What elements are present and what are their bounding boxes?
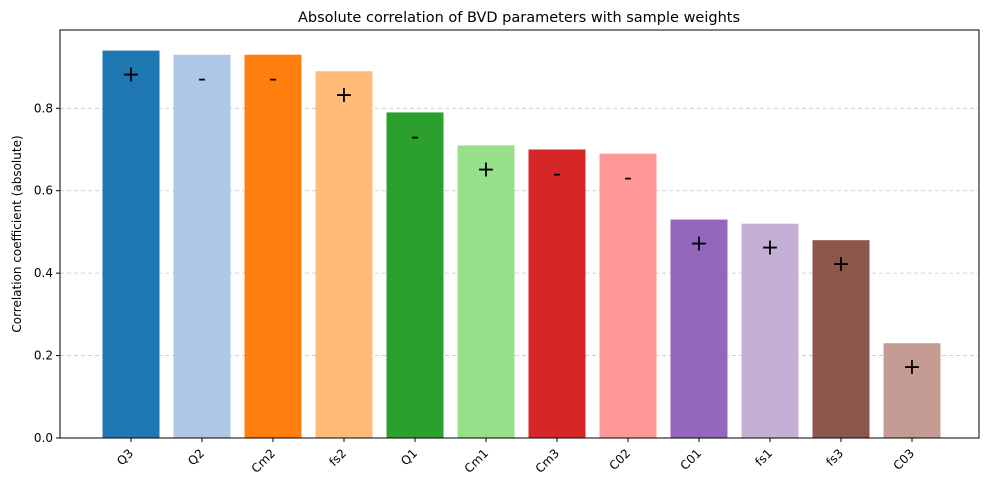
bar-c02 xyxy=(599,153,657,439)
y-tick-label: 0.6 xyxy=(34,184,53,198)
sign-label: - xyxy=(411,124,419,149)
sign-label: + xyxy=(690,232,708,257)
bar-c03 xyxy=(883,343,941,438)
x-tick-label: Cm3 xyxy=(533,446,562,475)
x-tick-label: C01 xyxy=(677,446,704,473)
bar-c01 xyxy=(670,219,728,438)
bar-q1 xyxy=(386,112,444,438)
chart-title: Absolute correlation of BVD parameters w… xyxy=(298,10,740,26)
sign-label: + xyxy=(122,63,140,88)
sign-label: - xyxy=(624,166,632,191)
y-tick-label: 0.8 xyxy=(34,101,53,115)
x-tick-label: Q3 xyxy=(114,446,136,468)
x-tick-label: fs2 xyxy=(326,446,349,469)
x-tick-label: fs3 xyxy=(823,446,846,469)
bar-q3 xyxy=(102,50,160,439)
sign-label: - xyxy=(269,67,277,92)
bar-cm2 xyxy=(244,54,302,439)
y-tick-label: 0.0 xyxy=(34,431,53,445)
x-tick-label: C03 xyxy=(890,446,917,473)
sign-label: + xyxy=(832,252,850,277)
bar-q2 xyxy=(173,54,231,439)
y-tick-label: 0.4 xyxy=(34,266,53,280)
x-tick-label: C02 xyxy=(606,446,633,473)
sign-label: + xyxy=(335,83,353,108)
x-axis-ticks: Q3 Q2 Cm2 fs2 Q1 Cm1 Cm3 C02 C01 fs1 fs3 C03 xyxy=(114,438,917,476)
bars xyxy=(102,50,941,439)
x-tick-label: Q2 xyxy=(185,446,207,468)
bar-cm3 xyxy=(528,149,586,439)
bar-cm1 xyxy=(457,145,515,439)
y-tick-label: 0.2 xyxy=(34,349,53,363)
x-tick-label: Q1 xyxy=(398,446,420,468)
sign-label: + xyxy=(477,157,495,182)
x-tick-label: Cm1 xyxy=(462,446,491,475)
bar-fs1 xyxy=(741,223,799,438)
sign-labels: + - - + - + - - + + + + xyxy=(122,63,921,381)
y-axis-label: Correlation coefficient (absolute) xyxy=(10,135,24,332)
bar-fs3 xyxy=(812,240,870,438)
y-axis-ticks: 0.0 0.2 0.4 0.6 0.8 xyxy=(34,101,60,445)
axes-frame xyxy=(59,29,980,439)
x-tick-label: Cm2 xyxy=(249,446,278,475)
sign-label: + xyxy=(903,355,921,380)
bar-fs2 xyxy=(315,71,373,438)
sign-label: - xyxy=(198,67,206,92)
sign-label: - xyxy=(553,162,561,187)
x-tick-label: fs1 xyxy=(752,446,775,469)
sign-label: + xyxy=(761,236,779,261)
